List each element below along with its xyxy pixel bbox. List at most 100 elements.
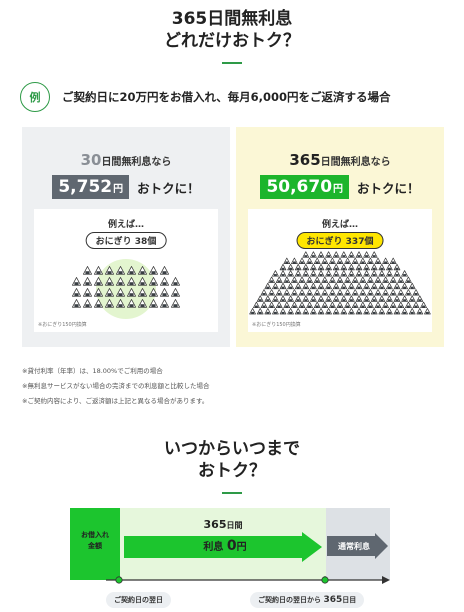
onigiri-icon [420, 301, 427, 309]
onigiri-icon [355, 295, 363, 302]
onigiri-icon [370, 308, 378, 315]
footnote: ※無利息サービスがない場合の完済までの利息額と比較した場合 [22, 382, 210, 390]
onigiri-icon [160, 299, 169, 308]
onigiri-icon [302, 270, 310, 277]
onigiri-icon [138, 277, 147, 286]
onigiri-icon [313, 301, 321, 309]
onigiri-card: 例えば… おにぎり 337個 ※おにぎり150円換算 [248, 209, 432, 332]
onigiri-icon [302, 295, 310, 302]
onigiri-icon [351, 257, 359, 264]
onigiri-note: ※おにぎり150円換算 [38, 322, 87, 328]
onigiri-icon [105, 288, 114, 297]
amount-box: 50,670 円 [260, 175, 350, 199]
onigiri-icon [313, 257, 321, 264]
onigiri-icon [302, 308, 310, 315]
onigiri-icon [408, 295, 416, 302]
panel-heading-rest: 無利息なら [121, 157, 172, 168]
panel-days-unit: 日間 [101, 157, 122, 168]
end-label-days: 365 [323, 595, 343, 605]
onigiri-icon [363, 308, 370, 315]
timeline-end-label: ご契約日の翌日から 365日目 [250, 592, 365, 608]
onigiri-icon [83, 277, 92, 286]
onigiri-icon [389, 301, 397, 309]
onigiri-icon [264, 308, 272, 315]
onigiri-icon [317, 263, 325, 271]
onigiri-icon [405, 301, 412, 309]
onigiri-icon [317, 308, 325, 315]
onigiri-icon [105, 277, 114, 286]
panel-days-unit: 日間 [320, 157, 341, 168]
onigiri-icon [272, 295, 279, 302]
onigiri-icon [272, 308, 279, 315]
onigiri-icon [363, 295, 370, 302]
onigiri-icon [83, 266, 92, 275]
onigiri-icon [363, 263, 370, 271]
onigiri-icon [329, 301, 336, 309]
example-label: 例えば… [321, 220, 358, 230]
onigiri-icon [116, 288, 125, 297]
onigiri-icon [344, 276, 351, 283]
onigiri-icon [283, 257, 291, 264]
onigiri-icon [287, 308, 294, 315]
onigiri-icon [94, 299, 103, 308]
onigiri-icon [298, 257, 306, 264]
onigiri-icon [260, 301, 268, 309]
onigiri-icon [348, 282, 355, 290]
example-row: 例 ご契約日に20万円をお借入れ、毎月6,000円をご返済する場合 [20, 82, 450, 112]
onigiri-icon [348, 308, 355, 315]
onigiri-icon [171, 299, 180, 308]
onigiri-icon [401, 295, 408, 302]
onigiri-icon [351, 301, 359, 309]
interest-value: 0 [226, 538, 237, 554]
amount-value: 5,752 [58, 177, 113, 197]
example-badge: 例 [20, 82, 50, 112]
panel-heading: 30日間無利息なら [22, 151, 230, 169]
onigiri-icon [325, 251, 332, 258]
onigiri-icon [268, 289, 275, 296]
onigiri-icon [351, 276, 359, 283]
onigiri-icon [344, 257, 351, 264]
panel-365-days: 365日間無利息なら 50,670 円 おトクに！ 例えば… おにぎり 337個 … [236, 127, 444, 347]
onigiri-icon [386, 270, 393, 277]
onigiri-icon [317, 251, 325, 258]
onigiri-icon [424, 308, 431, 315]
onigiri-icon [291, 257, 298, 264]
onigiri-icon [83, 299, 92, 308]
borrow-label-line1: お借入れ [81, 531, 109, 539]
onigiri-icon [378, 263, 386, 271]
otoku-text: おトクに！ [357, 180, 420, 196]
onigiri-icon [302, 263, 310, 271]
onigiri-icon [138, 299, 147, 308]
panel-days: 30 [80, 151, 102, 169]
onigiri-icon [382, 257, 389, 264]
onigiri-icon [355, 282, 363, 290]
zero-interest-text: 利息 0円 [150, 538, 300, 554]
onigiri-icon [348, 251, 355, 258]
onigiri-icon [310, 270, 317, 277]
onigiri-icon [275, 289, 283, 296]
onigiri-icon [325, 308, 332, 315]
onigiri-icon [310, 295, 317, 302]
onigiri-icon [160, 277, 169, 286]
onigiri-icon [332, 282, 340, 290]
onigiri-icon [367, 276, 374, 283]
onigiri-icon [348, 295, 355, 302]
amount-unit: 円 [113, 184, 124, 195]
borrow-amount-label: お借入れ 金額 [70, 530, 120, 552]
onigiri-icon [94, 288, 103, 297]
onigiri-icon [363, 270, 370, 277]
onigiri-icon [272, 282, 279, 290]
section-title-line1: 365日間無利息 [171, 9, 293, 29]
onigiri-icon [72, 299, 81, 308]
onigiri-icon [332, 251, 340, 258]
onigiri-icon [306, 289, 313, 296]
onigiri-count-pill: おにぎり 38個 [85, 232, 167, 249]
onigiri-icon [287, 263, 294, 271]
onigiri-icon [386, 308, 393, 315]
section-title-line2: どれだけおトク？ [164, 31, 300, 51]
panel-heading: 365日間無利息なら [236, 151, 444, 169]
timeline-start-label: ご契約日の翌日 [106, 592, 171, 608]
onigiri-icon [393, 282, 401, 290]
onigiri-icon [382, 276, 389, 283]
onigiri-icon [336, 257, 344, 264]
